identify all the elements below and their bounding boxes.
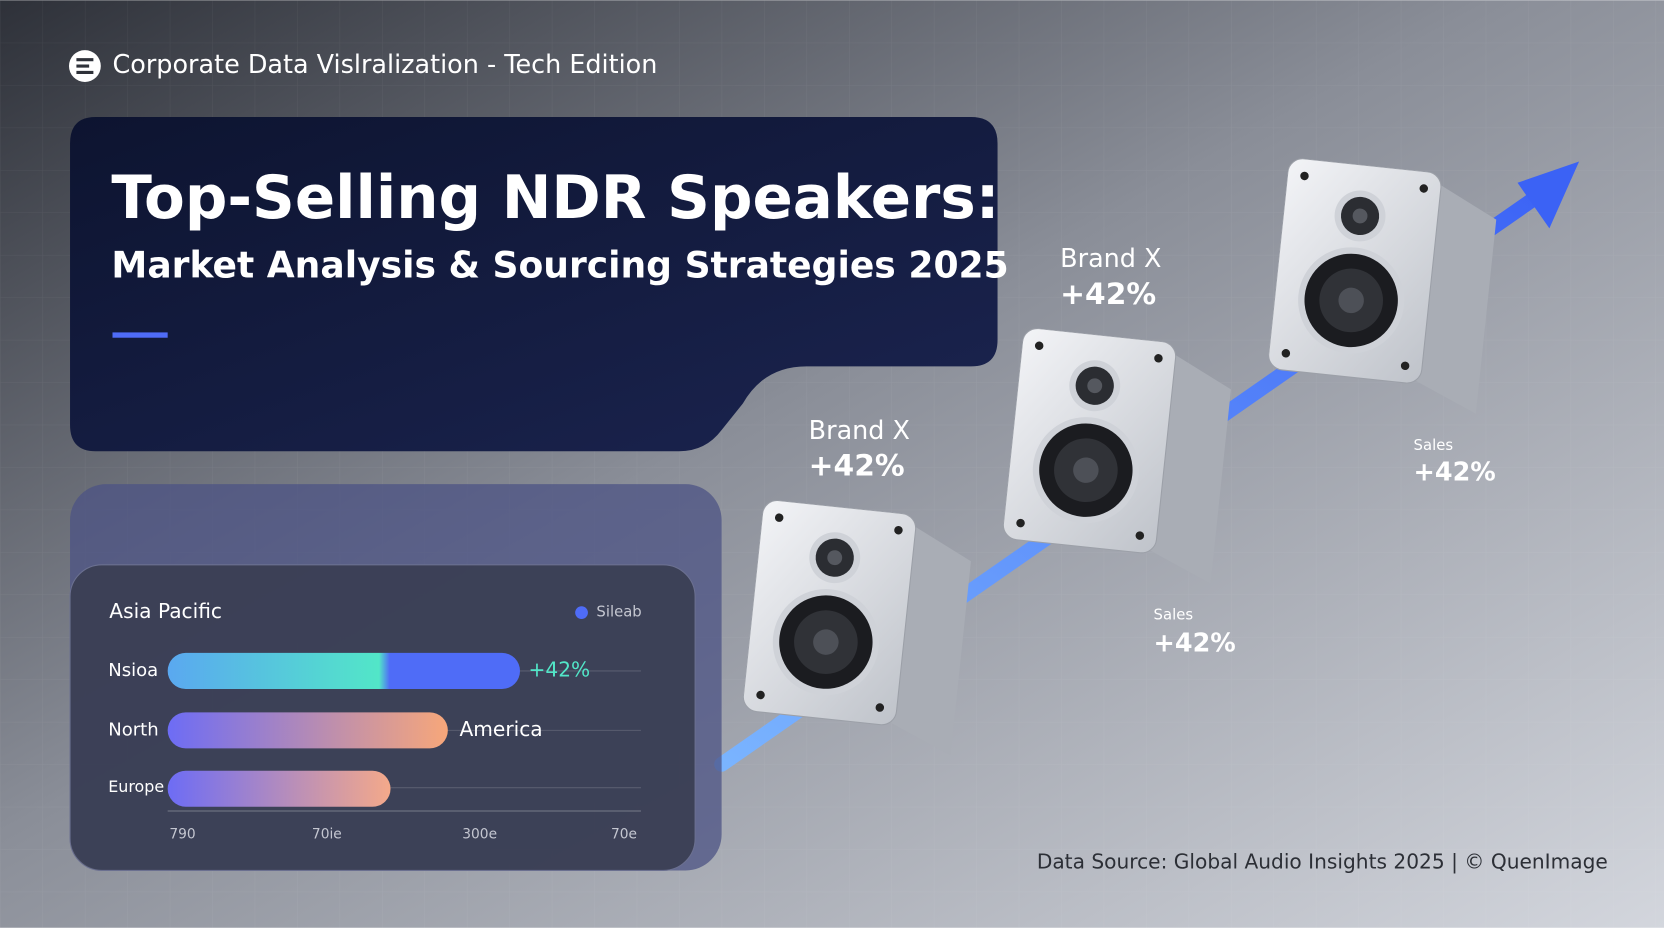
callout-label: Brand X — [809, 416, 910, 446]
callout-value: +42% — [809, 449, 905, 484]
callout-label: Sales — [1154, 606, 1194, 624]
legend-dot — [575, 606, 588, 619]
brand: Corporate Data Vislralization - Tech Edi… — [112, 50, 657, 80]
legend-label: Sileab — [596, 603, 641, 621]
row-note: America — [460, 717, 543, 741]
row-label: Nsioa — [108, 660, 158, 681]
hero-card — [70, 116, 998, 452]
callout-label: Sales — [1414, 436, 1454, 454]
axis-label: 70ie — [312, 826, 342, 842]
panel-title: Asia Pacific — [109, 599, 222, 623]
row-label: North — [108, 719, 158, 740]
callout-value: +42% — [1154, 628, 1236, 658]
accent-dash — [112, 332, 168, 338]
hero-title: Top-Selling NDR Speakers: — [111, 164, 999, 233]
callout-label: Brand X — [1060, 244, 1161, 274]
callout-value: +42% — [1414, 458, 1496, 488]
row-label: Europe — [108, 777, 164, 796]
hero-subtitle: Market Analysis & Sourcing Strategies 20… — [111, 245, 1008, 287]
row-note: +42% — [528, 657, 590, 681]
bar — [167, 770, 391, 807]
bar — [167, 652, 520, 689]
bar — [167, 712, 448, 749]
axis-label: 70e — [611, 826, 637, 842]
axis-label: 300e — [462, 826, 497, 842]
arrow-head — [1517, 161, 1580, 229]
axis-label: 790 — [169, 826, 195, 842]
callout-value: +42% — [1060, 277, 1156, 312]
footer-source: Data Source: Global Audio Insights 2025 … — [1037, 850, 1608, 874]
logo — [68, 50, 101, 82]
